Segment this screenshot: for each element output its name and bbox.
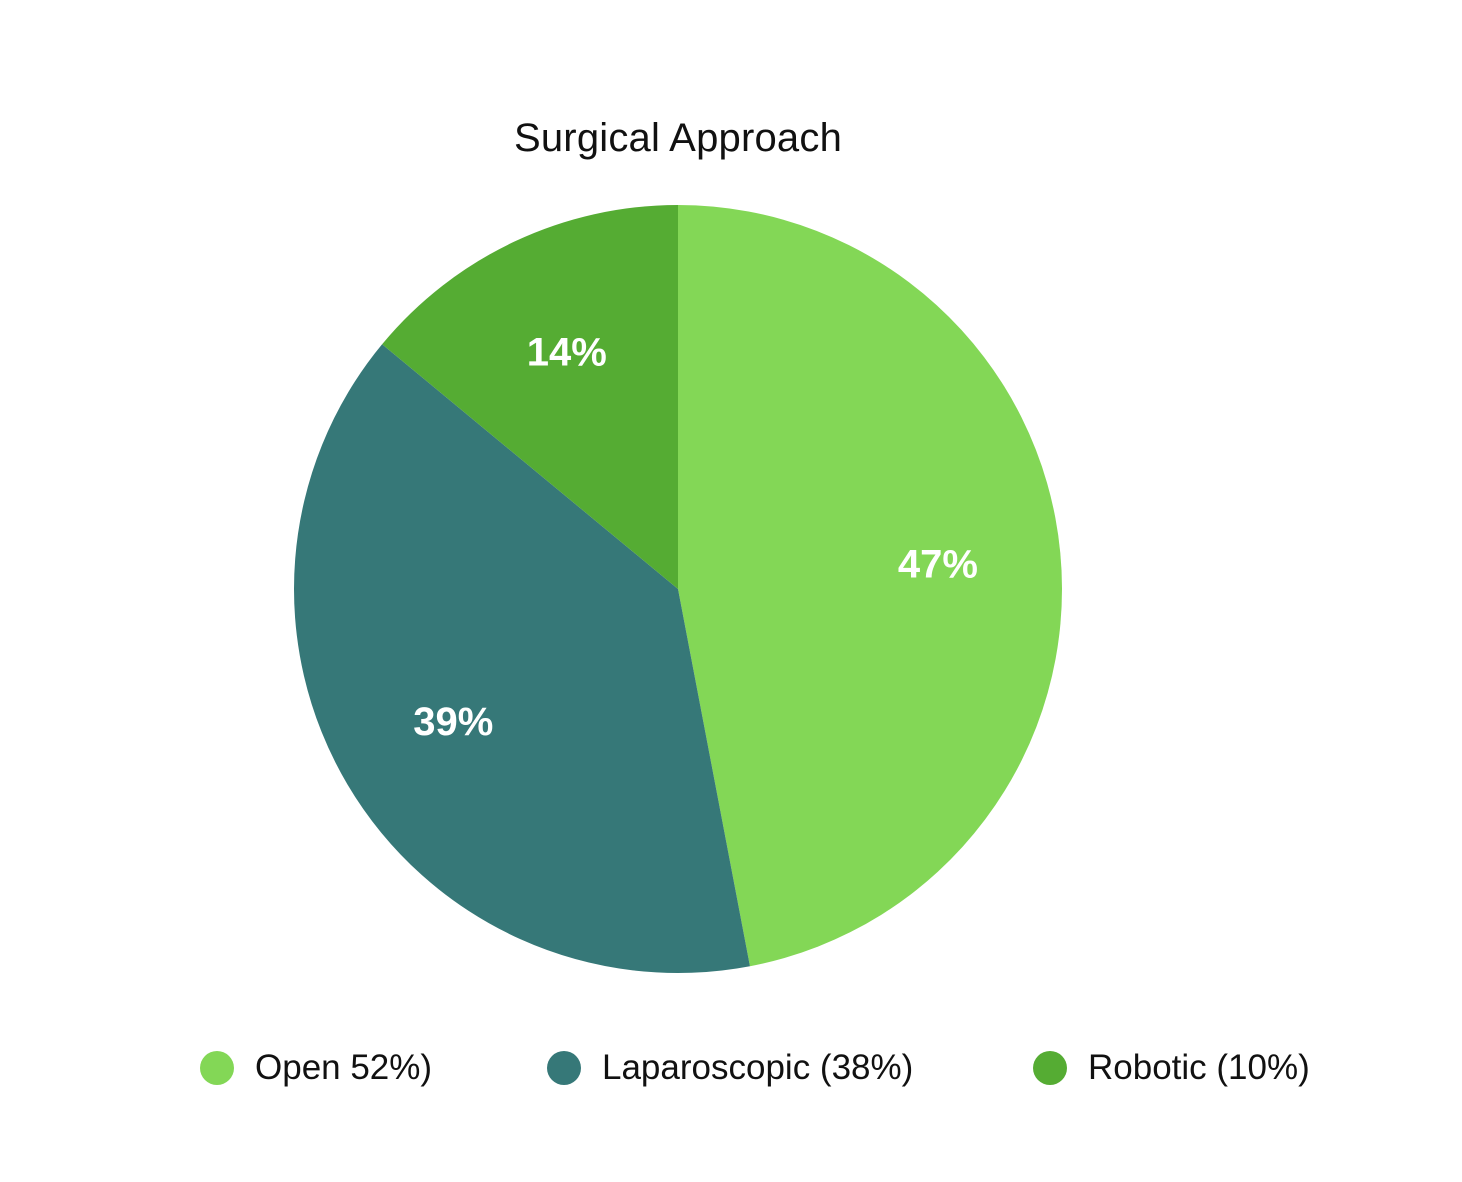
pie-slices <box>294 205 1062 974</box>
legend-label-laparoscopic: Laparoscopic (38%) <box>602 1048 914 1087</box>
data-label-laparoscopic: 39% <box>413 700 493 744</box>
legend-swatch-robotic <box>1033 1051 1067 1085</box>
legend-item-open[interactable]: Open 52%) <box>200 1040 432 1096</box>
chart-title: Surgical Approach <box>513 116 843 160</box>
data-label-robotic: 14% <box>527 331 607 375</box>
data-label-open: 47% <box>898 542 978 586</box>
legend-item-laparoscopic[interactable]: Laparoscopic (38%) <box>547 1040 913 1096</box>
legend-swatch-laparoscopic <box>547 1051 581 1085</box>
legend: Open 52%) Laparoscopic (38%) Robotic (10… <box>0 1040 1462 1096</box>
pie-data-labels: 47% 39% 14% <box>413 331 978 744</box>
legend-label-robotic: Robotic (10%) <box>1088 1048 1310 1087</box>
pie-slice-laparoscopic[interactable] <box>294 344 750 974</box>
pie-slice-robotic[interactable] <box>382 205 678 589</box>
legend-label-open: Open 52%) <box>255 1048 433 1087</box>
legend-item-robotic[interactable]: Robotic (10%) <box>1033 1040 1310 1096</box>
legend-swatch-open <box>200 1051 234 1085</box>
pie-slice-open[interactable] <box>678 205 1062 967</box>
